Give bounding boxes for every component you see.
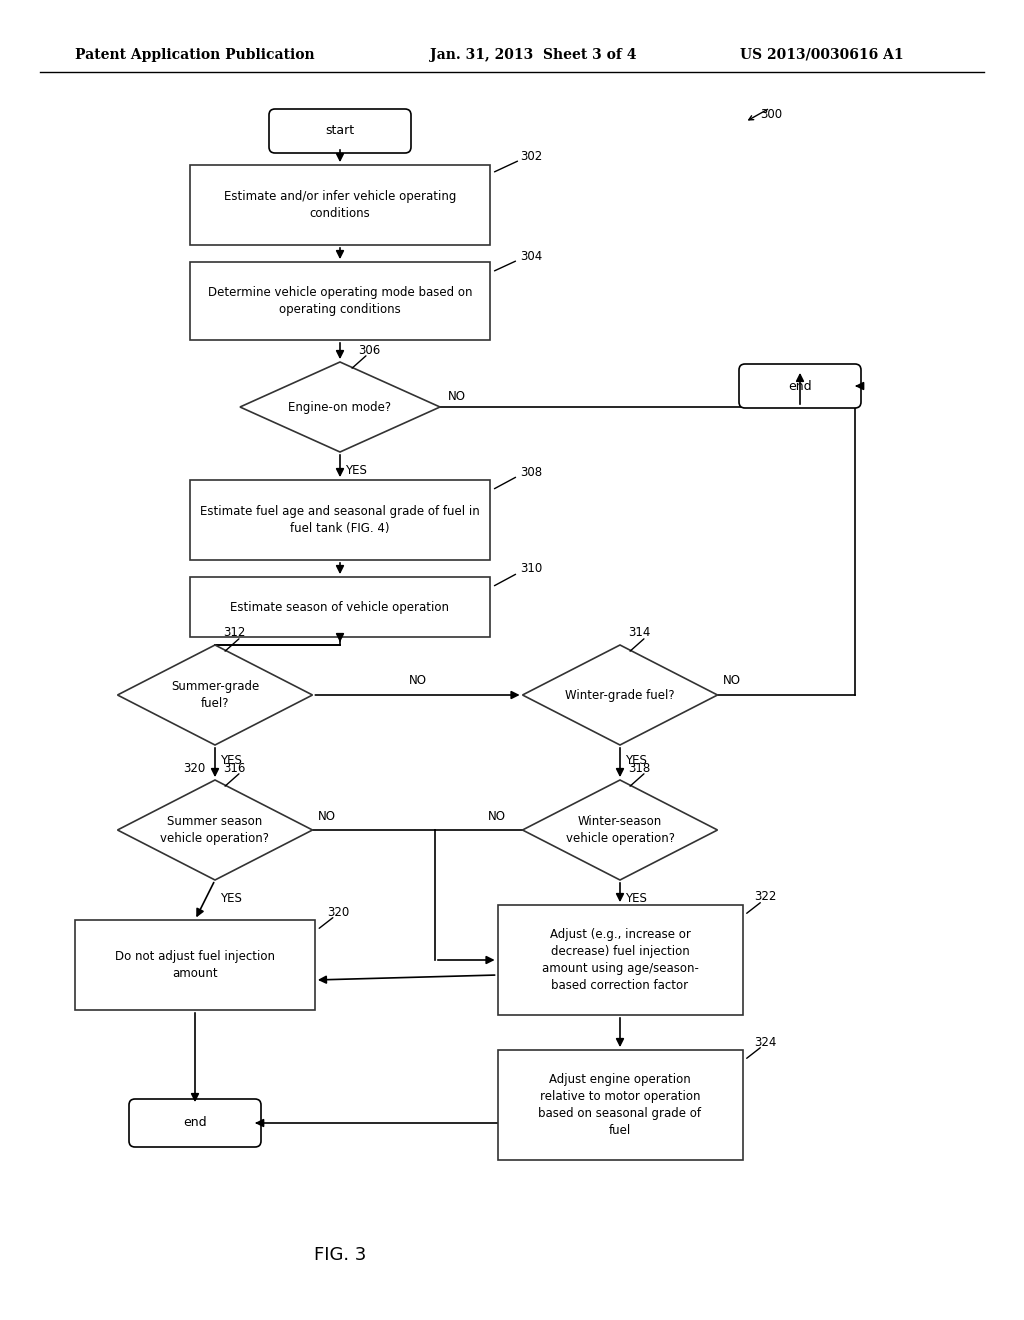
FancyBboxPatch shape <box>190 577 490 638</box>
FancyBboxPatch shape <box>739 364 861 408</box>
Text: Winter-season
vehicle operation?: Winter-season vehicle operation? <box>565 814 675 845</box>
FancyBboxPatch shape <box>190 165 490 246</box>
Text: 320: 320 <box>182 762 205 775</box>
Text: FIG. 3: FIG. 3 <box>313 1246 367 1265</box>
Text: Determine vehicle operating mode based on
operating conditions: Determine vehicle operating mode based o… <box>208 286 472 315</box>
FancyBboxPatch shape <box>75 920 315 1010</box>
Text: Adjust (e.g., increase or
decrease) fuel injection
amount using age/season-
base: Adjust (e.g., increase or decrease) fuel… <box>542 928 698 993</box>
Text: 304: 304 <box>520 251 543 264</box>
Text: NO: NO <box>409 675 427 688</box>
Text: 302: 302 <box>520 150 543 164</box>
FancyBboxPatch shape <box>269 110 411 153</box>
Text: 308: 308 <box>520 466 542 479</box>
FancyBboxPatch shape <box>498 906 742 1015</box>
Text: 314: 314 <box>628 627 650 639</box>
Text: Do not adjust fuel injection
amount: Do not adjust fuel injection amount <box>115 950 275 979</box>
Text: Estimate season of vehicle operation: Estimate season of vehicle operation <box>230 601 450 614</box>
Text: Engine-on mode?: Engine-on mode? <box>289 400 391 413</box>
Text: US 2013/0030616 A1: US 2013/0030616 A1 <box>740 48 903 62</box>
Polygon shape <box>522 645 718 744</box>
Text: Patent Application Publication: Patent Application Publication <box>75 48 314 62</box>
Text: NO: NO <box>723 675 740 688</box>
Text: YES: YES <box>220 754 242 767</box>
Text: end: end <box>788 380 812 392</box>
Polygon shape <box>118 780 312 880</box>
Text: NO: NO <box>317 809 336 822</box>
Text: 310: 310 <box>520 562 543 576</box>
Text: 316: 316 <box>223 762 246 775</box>
Text: 306: 306 <box>358 343 380 356</box>
Text: 322: 322 <box>755 891 777 903</box>
Text: Jan. 31, 2013  Sheet 3 of 4: Jan. 31, 2013 Sheet 3 of 4 <box>430 48 637 62</box>
Text: Estimate fuel age and seasonal grade of fuel in
fuel tank (FIG. 4): Estimate fuel age and seasonal grade of … <box>200 506 480 535</box>
Text: NO: NO <box>449 391 466 404</box>
Text: Adjust engine operation
relative to motor operation
based on seasonal grade of
f: Adjust engine operation relative to moto… <box>539 1073 701 1137</box>
Polygon shape <box>522 780 718 880</box>
Text: YES: YES <box>345 463 367 477</box>
Text: Winter-grade fuel?: Winter-grade fuel? <box>565 689 675 701</box>
Polygon shape <box>118 645 312 744</box>
Text: 312: 312 <box>223 627 246 639</box>
Text: Estimate and/or infer vehicle operating
conditions: Estimate and/or infer vehicle operating … <box>224 190 456 220</box>
Text: end: end <box>183 1117 207 1130</box>
Text: Summer-grade
fuel?: Summer-grade fuel? <box>171 680 259 710</box>
FancyBboxPatch shape <box>190 261 490 341</box>
FancyBboxPatch shape <box>498 1049 742 1160</box>
Text: YES: YES <box>625 891 647 904</box>
Text: start: start <box>326 124 354 137</box>
Polygon shape <box>240 362 440 451</box>
Text: 320: 320 <box>327 906 349 919</box>
FancyBboxPatch shape <box>190 480 490 560</box>
Text: YES: YES <box>625 754 647 767</box>
Text: YES: YES <box>220 891 242 904</box>
Text: 300: 300 <box>760 108 782 121</box>
FancyBboxPatch shape <box>129 1100 261 1147</box>
Text: 318: 318 <box>628 762 650 775</box>
Text: Summer season
vehicle operation?: Summer season vehicle operation? <box>161 814 269 845</box>
Text: 324: 324 <box>755 1035 777 1048</box>
Text: NO: NO <box>487 809 506 822</box>
